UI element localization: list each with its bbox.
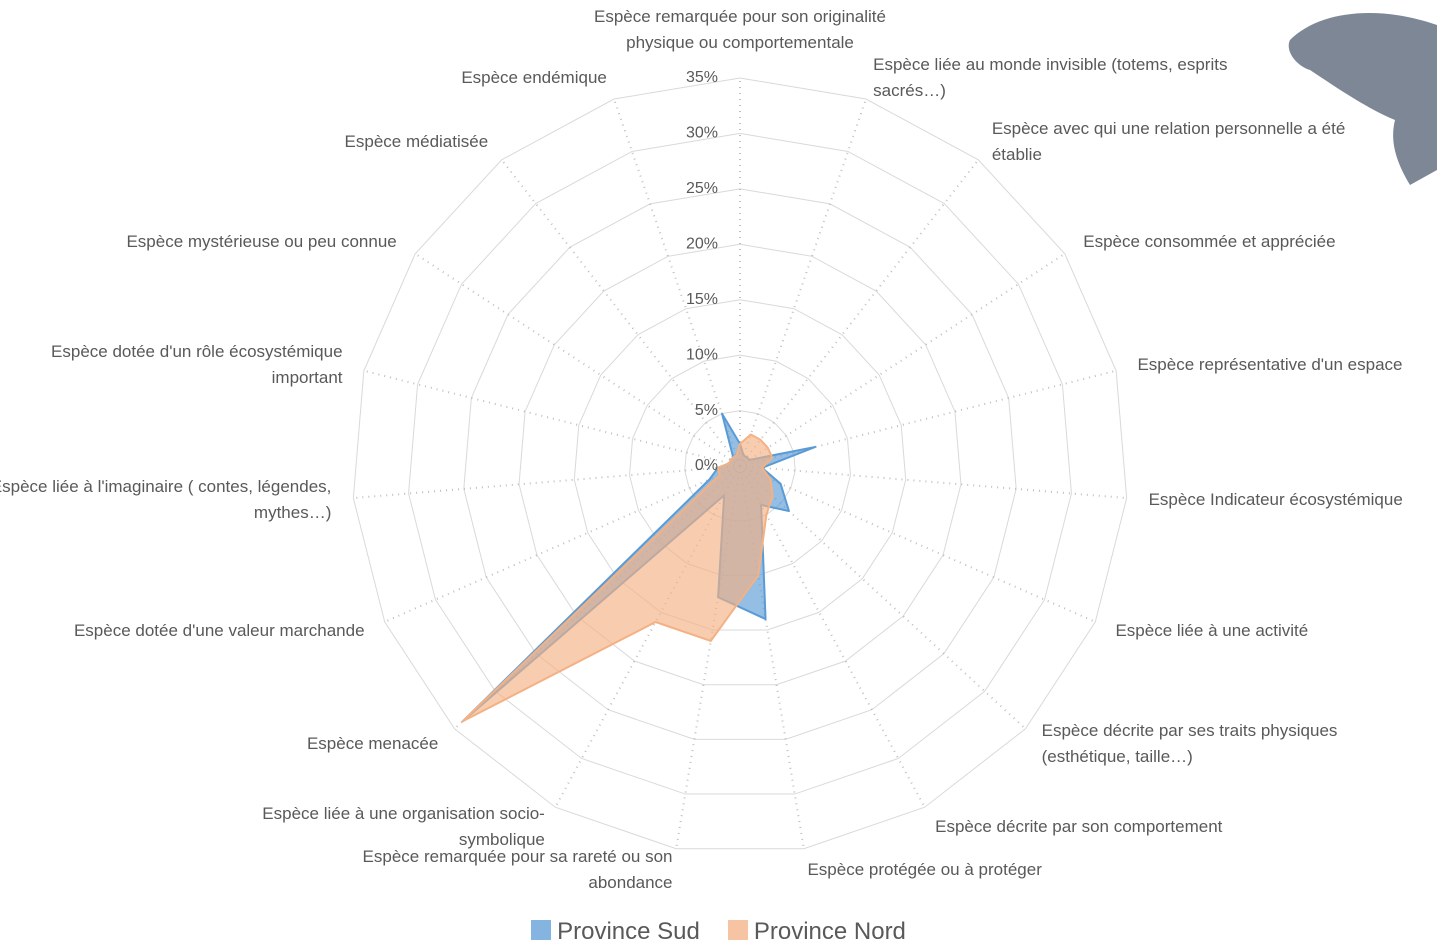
category-label: Espèce menacée	[306, 733, 439, 753]
grid-ring	[408, 132, 1072, 795]
category-label: Espèce décrite par son comportement	[935, 816, 1223, 836]
category-label: Espèce liée à l'imaginaire ( contes, lég…	[0, 476, 332, 522]
category-label: Espèce liée à une activité	[1115, 620, 1309, 640]
r-tick-label: 25%	[686, 180, 718, 197]
grid-ring	[573, 299, 907, 631]
series-area	[461, 433, 774, 723]
manatee-image	[1288, 12, 1437, 185]
spoke	[500, 159, 741, 467]
category-label: Espèce mystérieuse ou peu connue	[126, 231, 397, 251]
category-label: Espèce Indicateur écosystémique	[1148, 489, 1403, 509]
legend-swatch	[727, 920, 748, 940]
legend-item: Province Nord	[727, 918, 906, 946]
category-label: Espèce dotée d'une valeur marchande	[73, 620, 365, 640]
grid-ring	[518, 243, 962, 686]
r-tick-label: 20%	[686, 236, 718, 253]
r-tick-label: 5%	[695, 402, 718, 419]
spoke	[739, 465, 1096, 623]
grid-ring	[463, 188, 1017, 740]
r-tick-label: 30%	[686, 125, 718, 142]
legend: Province Sud Province Nord	[0, 918, 1437, 946]
category-label: Espèce remarquée pour sa rareté ou son a…	[362, 847, 673, 893]
r-tick-label: 10%	[686, 346, 718, 363]
spoke	[739, 98, 867, 467]
r-tick-label: 15%	[686, 291, 718, 308]
spoke	[739, 159, 980, 467]
category-label: Espèce remarquée pour son originalité ph…	[593, 7, 886, 52]
grid-ring	[352, 77, 1128, 850]
category-label: Espèce avec qui une relation personnelle…	[991, 119, 1346, 165]
category-label: Espèce consommée et appréciée	[1083, 231, 1336, 251]
category-label: Espèce endémique	[461, 68, 607, 88]
category-label: Espèce médiatisée	[344, 132, 489, 152]
category-label: Espèce représentative d'un espace	[1137, 355, 1403, 375]
legend-label: Province Nord	[753, 918, 906, 945]
spoke	[353, 465, 741, 500]
category-label: Espèce dotée d'un rôle écosystémique imp…	[51, 342, 343, 388]
series	[461, 433, 774, 723]
category-label: Espèce protégée ou à protéger	[807, 860, 1042, 880]
spoke	[613, 98, 741, 467]
legend-label: Province Sud	[557, 918, 700, 945]
category-label: Espèce décrite par ses traits physiques …	[1041, 720, 1338, 766]
r-tick-label: 35%	[686, 69, 718, 86]
legend-swatch	[531, 920, 552, 940]
spoke	[739, 465, 926, 808]
spoke	[739, 465, 1127, 500]
legend-item: Province Sud	[531, 918, 700, 946]
category-label: Espèce liée au monde invisible (totems, …	[873, 55, 1228, 101]
spoke	[363, 369, 741, 467]
category-label: Espèce liée à une organisation socio-sym…	[262, 803, 545, 849]
r-tick-label: 0%	[695, 457, 718, 474]
